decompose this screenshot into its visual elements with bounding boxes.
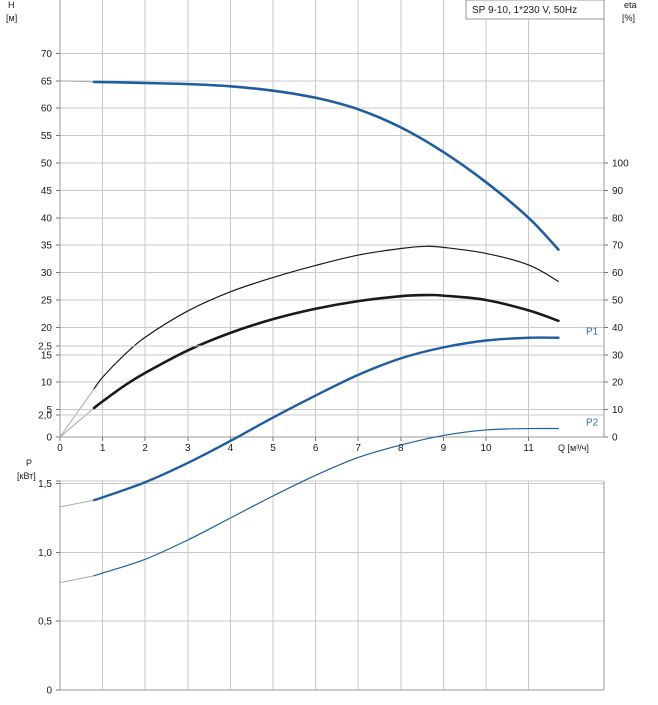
h-tick-label: 25 <box>41 296 53 307</box>
eta2-extrapolation-line <box>59 407 95 438</box>
q-tick-label: 1 <box>100 443 106 454</box>
eta-tick-label: 0 <box>612 433 618 444</box>
p1-extrapolation-line <box>59 499 95 508</box>
h-tick-label: 5 <box>46 405 52 416</box>
h-tick-label: 0 <box>46 433 52 444</box>
eta-axis-unit: [%] <box>622 13 635 23</box>
p-tick-label: 2,5 <box>38 342 52 353</box>
h-tick-label: 45 <box>41 186 53 197</box>
q-tick-label: 7 <box>355 443 361 454</box>
q-axis-title: Q [м³/ч] <box>558 443 589 453</box>
h-tick-label: 55 <box>41 131 53 142</box>
q-tick-label: 5 <box>270 443 276 454</box>
p1-label: P1 <box>586 327 599 338</box>
h-axis-title: H <box>8 0 15 10</box>
eta1-curve <box>93 245 560 390</box>
h-axis-unit: [м] <box>6 13 17 23</box>
q-tick-label: 4 <box>228 443 234 454</box>
q-tick-label: 10 <box>480 443 492 454</box>
q-tick-label: 8 <box>398 443 404 454</box>
eta-tick-label: 60 <box>612 268 624 279</box>
eta1-extrapolation-line <box>59 388 95 438</box>
eta-tick-label: 100 <box>612 159 629 170</box>
eta2-curve <box>92 293 560 410</box>
p-tick-label: 1,0 <box>38 548 52 559</box>
top-series <box>59 80 560 438</box>
p2-extrapolation-line <box>59 575 95 584</box>
h-tick-label: 65 <box>41 76 53 87</box>
p-tick-label: 0,5 <box>38 617 52 628</box>
head-curve <box>92 80 560 251</box>
p1-curve <box>92 336 560 502</box>
p-axis-title: P <box>26 458 32 468</box>
q-tick-label: 0 <box>57 443 63 454</box>
eta-tick-label: 80 <box>612 213 624 224</box>
p-axis-unit: [кВт] <box>17 471 36 481</box>
eta-tick-label: 90 <box>612 186 624 197</box>
title-box <box>465 0 605 20</box>
eta-tick-label: 10 <box>612 405 624 416</box>
eta-axis-title: eta <box>624 0 637 10</box>
eta-tick-label: 30 <box>612 350 624 361</box>
eta-tick-label: 40 <box>612 323 624 334</box>
p-tick-label: 2,0 <box>38 410 52 421</box>
power-panel: 0 0,5 1,0 1,5 2,0 2,5 P [кВт] P1 P2 <box>17 327 605 697</box>
h-tick-label: 15 <box>41 350 53 361</box>
p-tick-label: 1,5 <box>38 479 52 490</box>
p-tick-label: 0 <box>46 686 52 697</box>
q-tick-label: 6 <box>313 443 319 454</box>
h-tick-label: 70 <box>41 49 53 60</box>
h-tick-label: 60 <box>41 104 53 115</box>
h-tick-label: 50 <box>41 159 53 170</box>
eta-tick-label: 20 <box>612 378 624 389</box>
q-tick-label: 2 <box>142 443 148 454</box>
top-grid <box>60 0 604 437</box>
eta-tick-label: 70 <box>612 241 624 252</box>
bottom-series: P1 P2 <box>59 327 599 584</box>
h-tick-label: 30 <box>41 268 53 279</box>
h-tick-label: 40 <box>41 213 53 224</box>
h-tick-label: 35 <box>41 241 53 252</box>
h-tick-label: 20 <box>41 323 53 334</box>
q-tick-label: 3 <box>185 443 191 454</box>
h-tick-label: 10 <box>41 378 53 389</box>
eta-tick-label: 50 <box>612 296 624 307</box>
head-extrapolation-line <box>59 80 95 83</box>
chart-title: SP 9-10, 1*230 V, 50Hz <box>472 5 577 16</box>
p2-curve <box>93 427 560 577</box>
head-efficiency-panel: 0510152025303540455055606570010203040506… <box>6 0 637 454</box>
bottom-grid <box>60 345 604 690</box>
p2-label: P2 <box>586 418 599 429</box>
q-tick-label: 9 <box>441 443 447 454</box>
q-tick-label: 11 <box>523 443 534 454</box>
